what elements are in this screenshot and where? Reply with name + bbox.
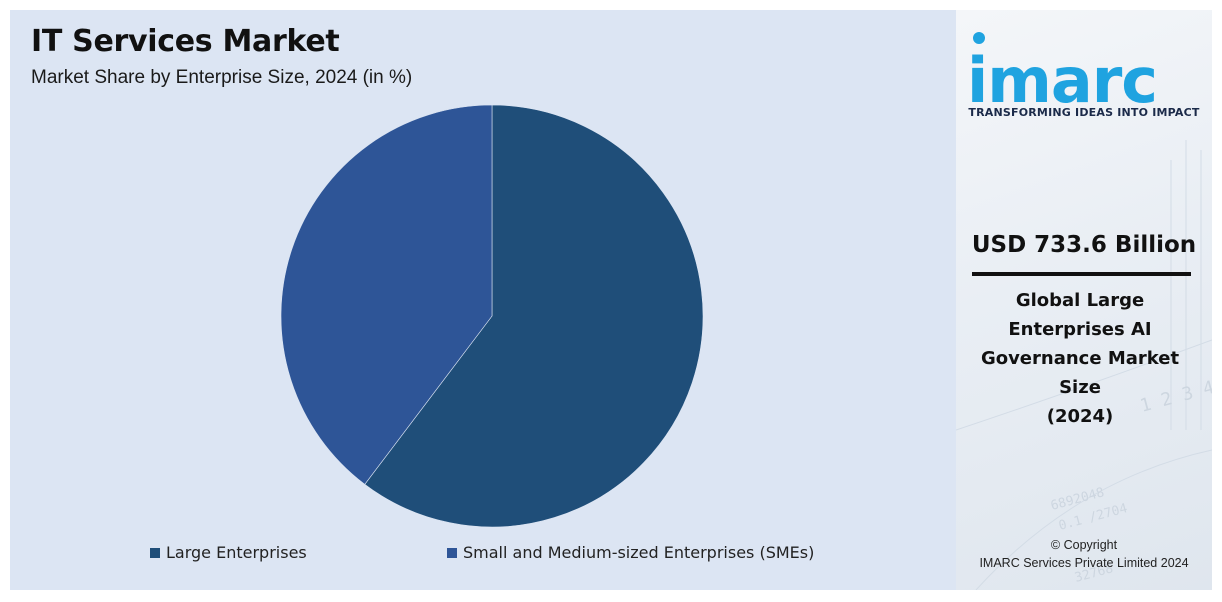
pie-chart: [280, 104, 704, 528]
market-size-label-line: Governance Market: [980, 348, 1180, 369]
chart-panel: IT Services Market Market Share by Enter…: [10, 10, 956, 590]
copyright: © Copyright IMARC Services Private Limit…: [956, 536, 1212, 572]
legend-swatch: [150, 547, 160, 558]
legend-item-smes: Small and Medium-sized Enterprises (SMEs…: [447, 543, 814, 562]
legend-item-large-enterprises: Large Enterprises: [150, 543, 307, 562]
copyright-line: © Copyright: [1050, 538, 1118, 552]
legend-swatch: [447, 547, 457, 558]
market-size-label: Global Large Enterprises AI Governance M…: [970, 286, 1190, 431]
market-size-label-line: Enterprises AI: [1008, 319, 1152, 340]
chart-subtitle: Market Share by Enterprise Size, 2024 (i…: [31, 67, 413, 88]
market-size-label-line: Size: [1059, 377, 1101, 398]
brand-tagline: TRANSFORMING IDEAS INTO IMPACT: [968, 106, 1200, 119]
divider: [972, 272, 1191, 276]
brand-wordmark: imarc: [967, 44, 1157, 108]
pie-slice-large-enterprises: [364, 104, 704, 528]
imarc-logo: imarc: [967, 32, 1158, 108]
market-size-label-line: (2024): [1046, 406, 1114, 427]
legend-label: Small and Medium-sized Enterprises (SMEs…: [463, 543, 815, 562]
pie-slice-smes: [280, 104, 493, 485]
decorative-background: 1 2 3 4 6892048 0.1 /2704 32768: [956, 140, 1212, 590]
side-panel: 1 2 3 4 6892048 0.1 /2704 32768 imarc TR…: [956, 10, 1212, 590]
chart-title: IT Services Market: [31, 24, 340, 59]
legend-label: Large Enterprises: [166, 543, 307, 562]
market-size-value: USD 733.6 Billion: [971, 232, 1197, 258]
market-size-label-line: Global Large: [1015, 290, 1145, 311]
copyright-line: IMARC Services Private Limited 2024: [979, 556, 1189, 570]
